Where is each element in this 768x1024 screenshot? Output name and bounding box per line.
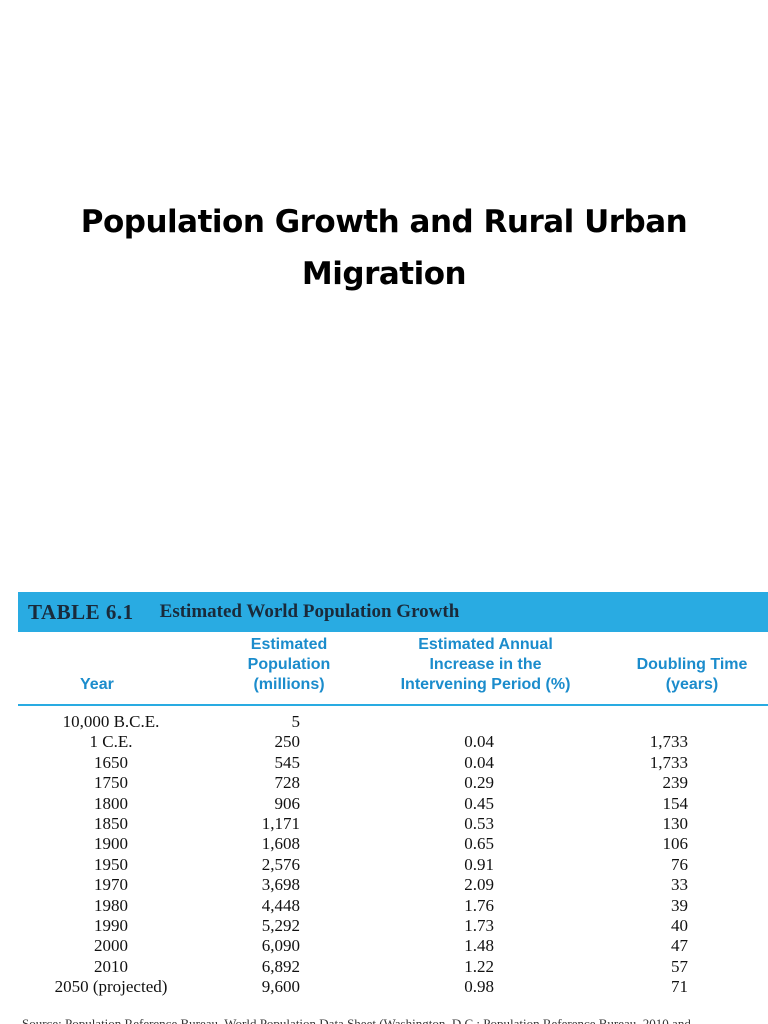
slide-title-line-1: Population Growth and Rural Urban: [80, 204, 688, 240]
table-row: 1950 2,576 0.91 76: [18, 855, 768, 875]
cell-year: 1850: [94, 813, 128, 833]
cell-year: 2010: [94, 956, 128, 976]
table-row: 2010 6,892 1.22 57: [18, 957, 768, 977]
cell-doubling-time: 47: [671, 936, 688, 956]
slide-title-line-2: Migration: [301, 256, 467, 292]
source-note: Source: Population Reference Bureau, Wor…: [22, 1016, 691, 1024]
cell-population: 9,600: [261, 977, 300, 997]
cell-year: 1970: [94, 875, 128, 895]
table-number: TABLE 6.1: [28, 599, 134, 624]
slide-title: Population Growth and Rural Urban Migrat…: [40, 196, 728, 300]
cell-doubling-time: 239: [662, 773, 689, 793]
population-table-figure: TABLE 6.1 Estimated World Population Gro…: [18, 592, 768, 1024]
cell-doubling-time: 39: [671, 895, 688, 915]
table-row: 1800 906 0.45 154: [18, 794, 768, 814]
cell-year: 1650: [94, 752, 128, 772]
cell-annual-increase: 1.48: [464, 936, 494, 956]
cell-population: 5: [291, 712, 301, 731]
cell-annual-increase: 1.73: [464, 915, 494, 935]
table-row: 1650 545 0.04 1,733: [18, 753, 768, 773]
cell-year: 1750: [94, 773, 128, 793]
cell-doubling-time: 154: [662, 793, 689, 813]
cell-doubling-time: 1,733: [649, 752, 688, 772]
cell-annual-increase: 0.91: [464, 854, 494, 874]
table-body: 10,000 B.C.E. 5 1 C.E. 250 0.04 1,733 1650 545 0…: [18, 712, 768, 997]
cell-annual-increase: 0.45: [464, 793, 494, 813]
cell-population: 2,576: [261, 854, 300, 874]
cell-population: 5,292: [261, 915, 300, 935]
cell-annual-increase: 2.09: [464, 875, 494, 895]
cell-population: 3,698: [261, 875, 300, 895]
table-row: 1 C.E. 250 0.04 1,733: [18, 732, 768, 752]
table-row: 2050 (projected) 9,600 0.98 71: [18, 977, 768, 997]
cell-annual-increase: 1.22: [464, 956, 494, 976]
cell-year: 1990: [94, 915, 128, 935]
cell-doubling-time: 33: [671, 875, 688, 895]
cell-population: 6,090: [261, 936, 300, 956]
table-row: 1980 4,448 1.76 39: [18, 896, 768, 916]
cell-annual-increase: 0.29: [464, 773, 494, 793]
cell-population: 728: [274, 773, 301, 793]
cell-annual-increase: 0.04: [464, 752, 494, 772]
cell-year: 1980: [94, 895, 128, 915]
header-population: Estimated Population (millions): [247, 636, 331, 693]
cell-annual-increase: 0.53: [464, 813, 494, 833]
table-row: 1900 1,608 0.65 106: [18, 834, 768, 854]
table-row: 1750 728 0.29 239: [18, 773, 768, 793]
cell-doubling-time: 130: [662, 813, 689, 833]
cell-population: 1,608: [261, 834, 300, 854]
cell-year: 2000: [94, 936, 128, 956]
header-year: Year: [80, 676, 114, 693]
cell-population: 1,171: [261, 813, 300, 833]
cell-doubling-time: 40: [671, 915, 688, 935]
cell-population: 250: [274, 732, 301, 752]
table-row: 2000 6,090 1.48 47: [18, 936, 768, 956]
cell-annual-increase: 1.76: [464, 895, 494, 915]
header-rule: [18, 704, 768, 706]
cell-population: 4,448: [261, 895, 300, 915]
cell-year: 10,000 B.C.E.: [62, 712, 160, 731]
cell-doubling-time: 71: [671, 977, 688, 997]
cell-doubling-time: 57: [671, 956, 688, 976]
cell-population: 906: [274, 793, 301, 813]
cell-year: 1800: [94, 793, 128, 813]
cell-year: 1900: [94, 834, 128, 854]
header-doubling-time: Doubling Time (years): [636, 656, 748, 693]
table-banner: TABLE 6.1 Estimated World Population Gro…: [18, 592, 768, 632]
table-row: 1990 5,292 1.73 40: [18, 916, 768, 936]
cell-year: 1 C.E.: [89, 732, 133, 752]
cell-annual-increase: 0.04: [464, 732, 494, 752]
cell-annual-increase: 0.98: [464, 977, 494, 997]
cell-doubling-time: 1,733: [649, 732, 688, 752]
table-caption: Estimated World Population Growth: [159, 601, 460, 622]
table-row: 1850 1,171 0.53 130: [18, 814, 768, 834]
table-header-row: Year Estimated Population (millions) Est…: [18, 632, 768, 698]
cell-doubling-time: 106: [662, 834, 689, 854]
cell-population: 545: [274, 752, 301, 772]
cell-year: 2050 (projected): [54, 977, 168, 997]
table-row: 10,000 B.C.E. 5: [18, 712, 768, 732]
table-row: 1970 3,698 2.09 33: [18, 875, 768, 895]
cell-annual-increase: 0.65: [464, 834, 494, 854]
cell-year: 1950: [94, 854, 128, 874]
header-annual-increase: Estimated Annual Increase in the Interve…: [400, 636, 571, 693]
cell-population: 6,892: [261, 956, 300, 976]
cell-doubling-time: 76: [671, 854, 688, 874]
